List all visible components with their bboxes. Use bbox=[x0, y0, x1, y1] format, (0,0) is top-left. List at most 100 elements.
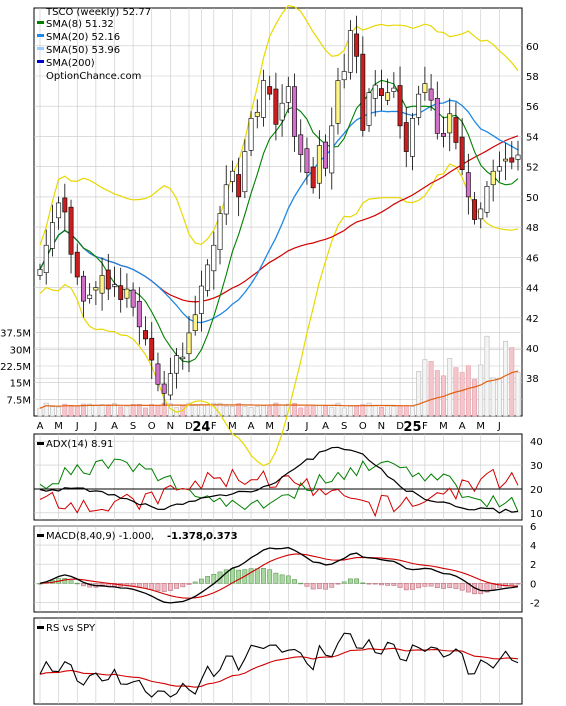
volume-bar bbox=[323, 405, 329, 417]
candle-body bbox=[217, 213, 223, 250]
candle-body bbox=[422, 83, 428, 93]
volume-bar bbox=[229, 406, 235, 417]
candle-body bbox=[155, 363, 161, 385]
volume-bar bbox=[143, 407, 148, 417]
volume-bar bbox=[496, 377, 502, 417]
macd-histogram-bar bbox=[298, 582, 304, 585]
candle-body bbox=[136, 300, 142, 328]
x-tick-label: J bbox=[93, 421, 97, 432]
candle-body bbox=[335, 80, 341, 124]
watermark: OptionChance.com bbox=[46, 71, 141, 82]
candle-body bbox=[323, 141, 329, 169]
volume-bar bbox=[459, 372, 465, 417]
volume-bar bbox=[478, 364, 484, 417]
y-tick-label: 2 bbox=[530, 560, 536, 571]
macd-histogram-bar bbox=[372, 583, 378, 585]
macd-histogram-bar bbox=[484, 583, 490, 593]
x-tick-label: J bbox=[75, 421, 79, 432]
candle-body bbox=[105, 269, 111, 290]
macd-histogram-bar bbox=[81, 583, 86, 587]
macd-histogram-bar bbox=[180, 583, 186, 588]
candle-body bbox=[229, 170, 235, 182]
macd-histogram-bar bbox=[379, 583, 384, 586]
x-tick-label: 25 bbox=[403, 420, 421, 435]
legend-sma50: SMA(50) 53.96 bbox=[46, 45, 120, 56]
macd-histogram-bar bbox=[441, 583, 446, 589]
x-tick-label: A bbox=[322, 421, 329, 432]
macd-histogram-bar bbox=[453, 583, 459, 589]
volume-sma-line bbox=[39, 370, 519, 409]
macd-panel-frame bbox=[33, 525, 523, 613]
volume-tick-label: 37.5M bbox=[0, 329, 31, 340]
price-legend: TSCO (weekly) 52.77 SMA(8) 51.32 SMA(20)… bbox=[37, 7, 151, 82]
y-tick-label: 40 bbox=[530, 437, 543, 448]
volume-bar bbox=[385, 405, 391, 417]
legend-sma20: SMA(20) 52.16 bbox=[46, 32, 120, 43]
volume-bar bbox=[316, 405, 322, 417]
x-tick-label: O bbox=[148, 421, 156, 432]
volume-bar bbox=[37, 407, 43, 417]
volume-bar bbox=[490, 377, 496, 417]
candle-body bbox=[130, 289, 136, 308]
volume-bar bbox=[155, 405, 161, 417]
x-tick-label: M bbox=[476, 421, 485, 432]
macd-histogram-bar bbox=[192, 581, 198, 584]
macd-histogram-bar bbox=[422, 583, 428, 587]
macd-histogram-bar bbox=[459, 583, 465, 591]
candle-body bbox=[416, 93, 422, 118]
volume-bar bbox=[99, 404, 105, 417]
candle-body bbox=[341, 71, 347, 81]
sma200-swatch bbox=[37, 60, 44, 63]
y-tick-label: 52 bbox=[526, 163, 539, 174]
candle-body bbox=[391, 87, 397, 92]
candle-body bbox=[484, 186, 490, 213]
x-tick-label: M bbox=[265, 421, 274, 432]
candle-body bbox=[161, 383, 167, 394]
macd-histogram-bar bbox=[335, 583, 341, 585]
candle-body bbox=[515, 154, 521, 160]
volume-bar bbox=[391, 406, 397, 417]
candle-body bbox=[143, 330, 148, 340]
macd-histogram-bar bbox=[68, 580, 74, 584]
x-tick-label: O bbox=[359, 421, 367, 432]
candle-body bbox=[62, 197, 68, 213]
y-tick-label: 30 bbox=[530, 461, 543, 472]
candle-body bbox=[354, 33, 360, 57]
candle-body bbox=[428, 88, 434, 101]
x-tick-label: S bbox=[341, 421, 347, 432]
macd-histogram-bar bbox=[143, 583, 148, 589]
volume-bar bbox=[192, 404, 198, 417]
volume-tick-label: 30M bbox=[10, 345, 31, 356]
candle-body bbox=[372, 84, 378, 99]
macd-histogram-bar bbox=[174, 583, 179, 589]
macd-histogram-bar bbox=[416, 583, 422, 589]
candle-body bbox=[298, 134, 304, 155]
x-tick-label: A bbox=[459, 421, 466, 432]
macd-histogram-bar bbox=[428, 583, 434, 587]
macd-histogram-bar bbox=[292, 579, 297, 584]
candle-body bbox=[167, 373, 173, 396]
macd-histogram-bar bbox=[410, 583, 415, 590]
volume-bar bbox=[298, 407, 304, 417]
x-tick-label: N bbox=[378, 421, 385, 432]
candle-body bbox=[56, 202, 62, 219]
macd-histogram-bar bbox=[403, 583, 409, 591]
candle-body bbox=[223, 184, 229, 215]
volume-bar bbox=[87, 403, 93, 417]
macd-histogram-bar bbox=[447, 583, 453, 589]
volume-bar bbox=[378, 407, 384, 417]
candle-body bbox=[99, 275, 105, 294]
volume-bar bbox=[130, 403, 136, 417]
volume-bar bbox=[248, 407, 254, 417]
candle-body bbox=[347, 30, 353, 73]
volume-bar bbox=[223, 405, 229, 417]
price-panel-frame bbox=[33, 7, 523, 417]
macd-histogram-bar bbox=[397, 583, 403, 588]
candle-body bbox=[267, 86, 273, 95]
y-tick-label: 4 bbox=[530, 541, 536, 552]
macd-histogram-bar bbox=[279, 574, 285, 584]
macd-histogram-bar bbox=[360, 582, 366, 584]
volume-bar bbox=[447, 358, 453, 417]
volume-bar bbox=[198, 404, 204, 417]
